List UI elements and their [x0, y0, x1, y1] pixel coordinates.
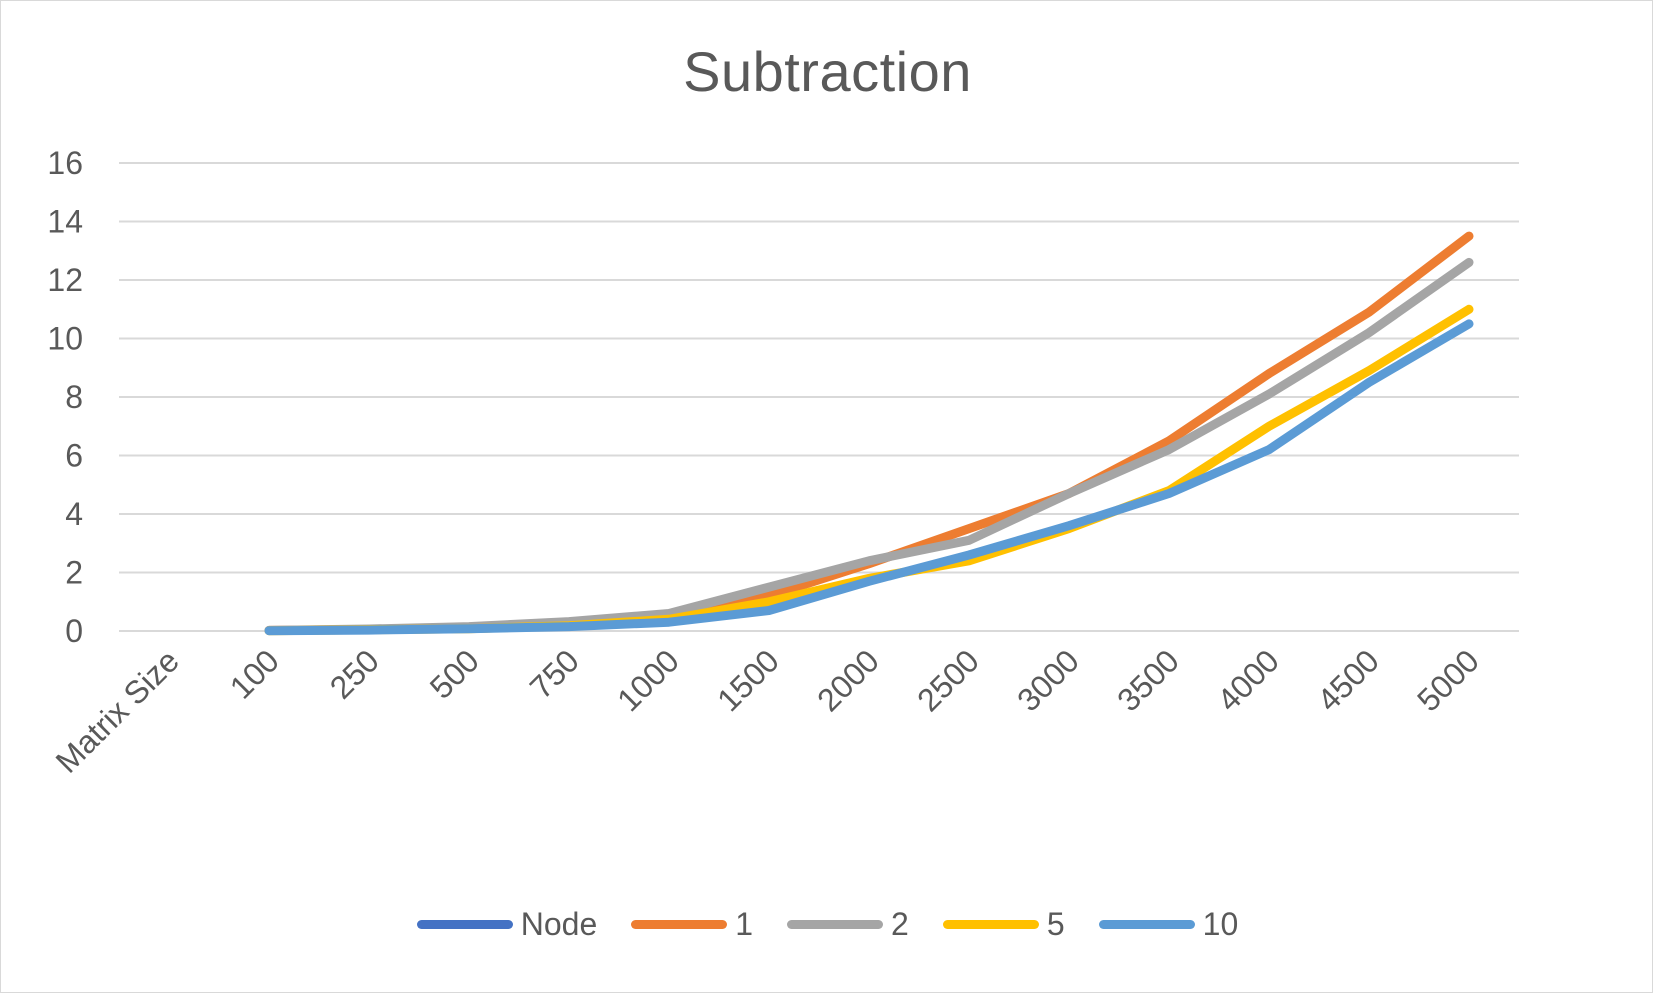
x-tick-label: 3500	[1110, 642, 1186, 718]
x-tick-label: 250	[323, 642, 386, 705]
x-tick-label: 750	[523, 642, 586, 705]
legend-label: 5	[1046, 905, 1065, 942]
x-tick-label: 4000	[1210, 642, 1286, 718]
legend-swatch	[1098, 919, 1195, 929]
x-tick-label: 100	[223, 642, 286, 705]
series-line-10	[264, 319, 1474, 636]
legend-swatch	[631, 919, 728, 929]
y-tick-label: 8	[65, 379, 83, 415]
legend: Node 1 2 5 10	[1, 899, 1653, 949]
legend-item-10: 10	[1098, 905, 1239, 943]
x-tick-label: 3000	[1010, 642, 1086, 718]
legend-label: Node	[520, 905, 598, 942]
y-tick-label: 2	[65, 555, 83, 591]
legend-swatch	[787, 919, 884, 929]
chart-title: Subtraction	[683, 40, 972, 103]
x-tick-label: 5000	[1410, 642, 1486, 718]
x-tick-label: 500	[423, 642, 486, 705]
legend-swatch	[942, 919, 1039, 929]
y-tick-label: 12	[47, 262, 83, 298]
x-tick-label: 1500	[710, 642, 786, 718]
legend-item-2: 2	[787, 906, 909, 943]
legend-item-Node: Node	[416, 905, 598, 943]
legend-label: 10	[1202, 905, 1239, 942]
y-tick-label: 16	[47, 145, 83, 181]
y-tick-label: 10	[47, 321, 83, 357]
legend-label: 2	[891, 905, 909, 942]
legend-item-1: 1	[631, 906, 753, 943]
x-tick-label: 2000	[810, 642, 886, 718]
x-tick-label: 4500	[1310, 642, 1386, 718]
legend-swatch	[416, 919, 513, 929]
y-tick-label: 4	[65, 496, 83, 532]
legend-label: 1	[735, 905, 754, 942]
x-tick-label: Matrix Size	[49, 642, 186, 779]
y-tick-label: 14	[47, 204, 83, 240]
x-tick-label: 1000	[610, 642, 686, 718]
legend-item-5: 5	[942, 905, 1065, 943]
y-tick-label: 0	[65, 613, 83, 649]
y-tick-label: 6	[65, 438, 83, 474]
x-tick-label: 2500	[910, 642, 986, 718]
